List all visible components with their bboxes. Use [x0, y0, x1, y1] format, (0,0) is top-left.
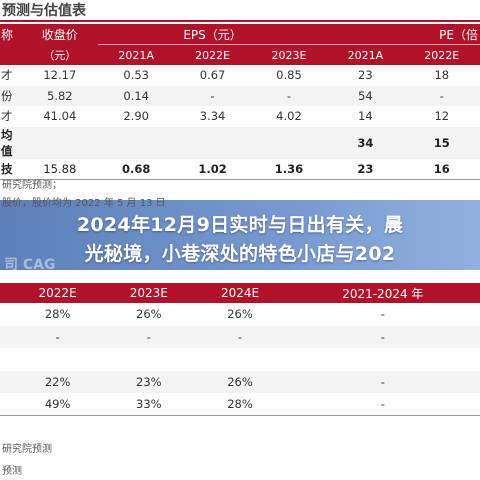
cell: 26%: [227, 307, 253, 322]
cell: 16: [403, 158, 480, 180]
cell: 54: [327, 85, 404, 106]
row-label: 份: [0, 85, 22, 106]
table-note: 研究院预测；: [2, 180, 62, 191]
header-cagr: 2021-2024 年: [285, 283, 480, 303]
table-row: 22% 23% 26% -: [0, 370, 480, 394]
row-label: 技: [0, 158, 22, 180]
header-eps: EPS（元）: [97, 24, 328, 45]
header-blank: [0, 283, 12, 303]
table-subheader-row: （元） 2021A 2022E 2023E 2021A 2022E: [0, 44, 480, 65]
subheader-unit: （元）: [21, 44, 98, 65]
cell: 28%: [44, 307, 71, 322]
table-row: 才 12.17 0.53 0.67 0.85 23 18: [0, 65, 480, 86]
cell: [12, 348, 103, 371]
table-row: - - - -: [0, 325, 480, 349]
cell: 0.85: [276, 68, 302, 83]
headline-line-2: 光秘境，小巷深处的特色小店与202: [84, 243, 396, 265]
cell: [286, 348, 480, 371]
table-row: 28% 26% 26% -: [0, 303, 480, 326]
table-note: 研究院预测: [2, 444, 52, 455]
table-row: 份 5.82 0.14 - - 54 -: [0, 85, 480, 106]
table-row: [0, 348, 480, 371]
cell: -: [285, 325, 480, 349]
cell: 12.17: [43, 68, 77, 83]
banner-ghost-text: 司 CAG: [4, 257, 56, 273]
cell: 34: [327, 126, 404, 159]
cell: 4.02: [276, 109, 302, 124]
cell: [103, 348, 194, 371]
table-note: 预测: [2, 466, 22, 477]
cell: 23: [327, 158, 404, 180]
headline-banner: [0, 200, 480, 270]
table-header-row: 称 收盘价 EPS（元） PE（倍: [0, 24, 480, 45]
forecast-table: 称 收盘价 EPS（元） PE（倍 （元） 2021A 2022E 2023E …: [0, 24, 480, 180]
table-row-average: 均值 34 15: [0, 126, 480, 159]
headline-line-1: 2024年12月9日实时与日出有关，晨: [76, 214, 404, 236]
cell: 14: [358, 109, 373, 124]
cell: [97, 126, 175, 159]
cell: 22%: [12, 370, 104, 394]
cell: 15.88: [21, 158, 98, 180]
cell: 1.36: [250, 158, 328, 180]
row-label: 才: [1, 109, 13, 124]
cell: [194, 348, 285, 371]
cell: 41.04: [43, 109, 77, 124]
cell: 23: [358, 68, 373, 83]
cell: -: [380, 307, 385, 322]
price-date-note: 股价，股价均为 2022 年 5 月 13 日: [2, 198, 166, 209]
subheader-eps-2023e: 2023E: [250, 44, 328, 65]
cell: 15: [403, 126, 480, 159]
headline-title[interactable]: 2024年12月9日实时与日出有关，晨 光秘境，小巷深处的特色小店与202: [0, 211, 480, 269]
cell: 0.14: [97, 85, 175, 106]
table-header-row: 2022E 2023E 2024E 2021-2024 年: [0, 283, 480, 303]
table-row: 49% 33% 28% -: [0, 393, 480, 417]
growth-table: 2022E 2023E 2024E 2021-2024 年 28% 26% 26…: [0, 283, 480, 417]
cell: 0.53: [123, 68, 149, 83]
header-name: 称: [0, 24, 22, 45]
cell: 23%: [103, 370, 195, 394]
cell: [250, 126, 328, 159]
cell: -: [403, 85, 480, 106]
subheader-blank: [0, 44, 22, 65]
subheader-pe-2021a: 2021A: [327, 44, 404, 65]
cell: 49%: [12, 393, 104, 417]
cell: 2.90: [123, 109, 149, 124]
header-2022e: 2022E: [12, 283, 104, 303]
header-pe: PE（倍: [327, 24, 480, 45]
header-2024e: 2024E: [194, 283, 286, 303]
cell: -: [103, 325, 195, 349]
cell: -: [12, 325, 104, 349]
cell: -: [285, 370, 480, 394]
cell: 0.68: [97, 158, 175, 180]
cell: -: [174, 85, 251, 106]
subheader-eps-2022e: 2022E: [174, 44, 251, 65]
row-label: 才: [1, 68, 13, 83]
cell: 28%: [194, 393, 286, 417]
subheader-pe-2022e: 2022E: [403, 44, 480, 65]
cell: -: [250, 85, 328, 106]
cell: -: [285, 393, 480, 417]
table-row: 才 41.04 2.90 3.34 4.02 14 12: [0, 106, 480, 127]
subheader-eps-2021a: 2021A: [97, 44, 175, 65]
cell: 1.02: [174, 158, 251, 180]
cell: 0.67: [199, 68, 226, 83]
header-price: 收盘价: [21, 24, 98, 45]
cell: -: [194, 325, 286, 349]
table-title: 预测与估值表: [0, 0, 480, 22]
cell: [21, 126, 98, 159]
cell: 3.34: [199, 109, 226, 124]
row-label: 均值: [0, 126, 22, 159]
cell: 26%: [136, 307, 162, 322]
cell: 5.82: [21, 85, 98, 106]
table-row: 技 15.88 0.68 1.02 1.36 23 16: [0, 158, 480, 180]
cell: 26%: [194, 370, 286, 394]
cell: [174, 126, 251, 159]
cell: 33%: [103, 393, 195, 417]
header-2023e: 2023E: [103, 283, 195, 303]
cell: 12: [434, 109, 450, 124]
cell: 18: [434, 68, 450, 83]
